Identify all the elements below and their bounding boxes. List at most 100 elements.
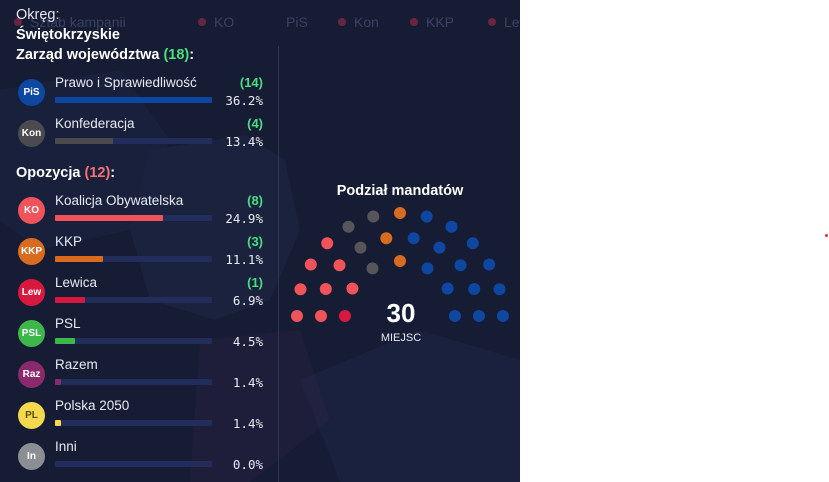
seat-dot-pis [473, 310, 485, 322]
seat-total-label: MIEJSC [380, 332, 422, 344]
party-seats: (4) [247, 116, 263, 131]
party-row-kkp[interactable]: KKP KKP (3) 11.1% [0, 234, 275, 274]
tab-ko[interactable]: KO [198, 14, 234, 30]
district-label: Okręg: [16, 7, 60, 23]
vote-share-fill [55, 338, 75, 344]
party-seats: (3) [247, 234, 263, 249]
seat-dot-kon [366, 262, 379, 275]
party-row-pis[interactable]: PiS Prawo i Sprawiedliwość (14) 36.2% [0, 75, 275, 115]
seat-dot-lew [339, 310, 351, 322]
vote-share-percent: 36.2% [225, 93, 263, 108]
party-logo-icon: PL [18, 402, 45, 429]
party-name: Inni [55, 439, 77, 454]
vote-share-bar [55, 97, 212, 103]
seat-dot-kon [354, 241, 367, 254]
seat-dot-pis [441, 282, 454, 295]
seat-dot-pis [497, 310, 509, 322]
tab-pis[interactable]: PiS [286, 14, 308, 30]
seat-dot-pis [449, 310, 461, 322]
ruling-title: Zarząd województwa (18): [16, 47, 195, 63]
party-name: Polska 2050 [55, 398, 130, 413]
ruling-count: (18) [163, 47, 190, 63]
vote-share-bar [55, 461, 212, 467]
vote-share-fill [55, 97, 212, 103]
vote-share-bar [55, 379, 212, 385]
seat-dot-ko [304, 258, 317, 271]
seat-dot-pis [421, 262, 434, 275]
tab-lew[interactable]: Lew [488, 14, 520, 30]
party-name: Prawo i Sprawiedliwość [55, 75, 197, 90]
vote-share-percent: 1.4% [232, 375, 263, 390]
seat-dot-kkp [394, 207, 406, 219]
party-name: PSL [55, 316, 81, 331]
party-name: Koalicja Obywatelska [55, 193, 184, 208]
party-seats: (1) [247, 275, 263, 290]
seat-dot-ko [315, 310, 327, 322]
vote-share-bar [55, 297, 212, 303]
party-logo-icon: KKP [18, 238, 45, 265]
results-panel: Sztab kampanii KO PiS Kon KKP Lew Okręg:… [0, 0, 520, 482]
party-seats: (14) [239, 75, 263, 90]
party-row-raz[interactable]: Raz Razem 1.4% [0, 357, 275, 397]
seat-dot-ko [294, 283, 307, 296]
party-logo-icon: Raz [18, 361, 45, 388]
vote-share-fill [55, 256, 103, 262]
vote-share-fill [55, 297, 85, 303]
tab-dot-icon [198, 18, 206, 26]
tab-kon[interactable]: Kon [338, 14, 379, 30]
seat-dot-kon [367, 210, 380, 223]
party-logo-icon: PiS [18, 79, 45, 106]
seat-dot-kon [342, 220, 355, 233]
seat-chart-title: Podział mandatów [336, 183, 464, 199]
vote-share-percent: 1.4% [232, 416, 263, 431]
party-row-lew[interactable]: Lew Lewica (1) 6.9% [0, 275, 275, 315]
vote-share-fill [55, 420, 61, 426]
vote-share-bar [55, 215, 212, 221]
party-row-pl[interactable]: PL Polska 2050 1.4% [0, 398, 275, 438]
vote-share-percent: 6.9% [232, 293, 263, 308]
vote-share-fill [55, 215, 163, 221]
seat-dot-kkp [380, 232, 393, 245]
seat-dot-pis [407, 232, 420, 245]
map-background [130, 135, 520, 482]
tab-dot-icon [488, 18, 496, 26]
vote-share-bar [55, 420, 212, 426]
party-logo-icon: KO [18, 197, 45, 224]
seat-dot-pis [468, 283, 481, 295]
party-logo-icon: Lew [18, 279, 45, 306]
seat-chart [291, 207, 509, 322]
tab-kkp[interactable]: KKP [410, 14, 454, 30]
tab-campaign[interactable]: Sztab kampanii [14, 14, 126, 30]
seat-dot-ko [346, 282, 359, 295]
party-seats: (8) [247, 193, 263, 208]
party-tab-bar: Sztab kampanii KO PiS Kon KKP Lew [0, 0, 520, 46]
party-logo-icon: PSL [18, 320, 45, 347]
vote-share-percent: 4.5% [232, 334, 263, 349]
party-logo-icon: Kon [18, 120, 45, 147]
party-row-kon[interactable]: Kon Konfederacja (4) 13.4% [0, 116, 275, 156]
panel-divider [278, 46, 279, 482]
vote-share-percent: 13.4% [225, 134, 263, 149]
vote-share-percent: 0.0% [232, 457, 263, 472]
vote-share-bar [55, 138, 212, 144]
seat-dot-pis [483, 258, 496, 271]
tab-dot-icon [338, 18, 346, 26]
party-logo-icon: In [18, 443, 45, 470]
seat-dot-pis [420, 210, 433, 223]
party-name: Konfederacja [55, 116, 135, 131]
seat-dot-ko [291, 310, 303, 322]
opposition-count: (12) [84, 165, 111, 181]
party-row-in[interactable]: In Inni 0.0% [0, 439, 275, 479]
vote-share-fill [55, 379, 61, 385]
tab-dot-icon [410, 18, 418, 26]
party-row-ko[interactable]: KO Koalicja Obywatelska (8) 24.9% [0, 193, 275, 233]
party-row-psl[interactable]: PSL PSL 4.5% [0, 316, 275, 356]
party-name: Razem [55, 357, 98, 372]
seat-dot-kkp [394, 255, 406, 267]
seat-dot-pis [493, 283, 506, 296]
seat-dot-ko [319, 283, 332, 295]
district-name: Świętokrzyskie [16, 27, 120, 43]
vote-share-bar [55, 338, 212, 344]
seat-dot-pis [454, 259, 467, 272]
seat-dot-pis [433, 241, 446, 254]
